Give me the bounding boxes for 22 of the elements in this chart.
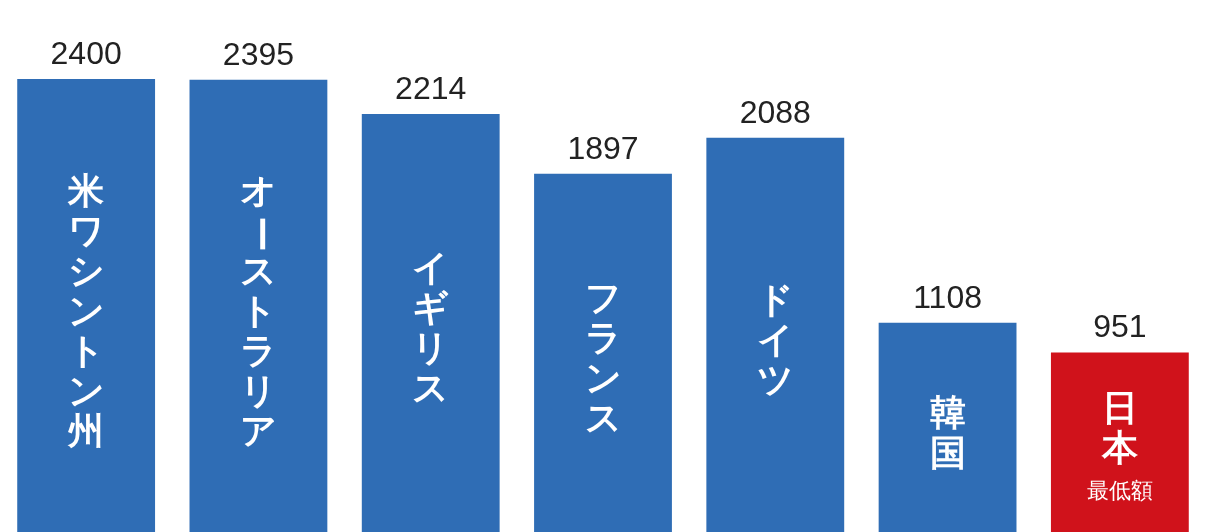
data-label: 2400 bbox=[50, 34, 122, 71]
x-tick-label: オーストラリア bbox=[239, 170, 283, 452]
bar bbox=[878, 322, 1017, 532]
data-label: 1108 bbox=[913, 278, 982, 315]
x-tick-label: 韓国 bbox=[929, 391, 966, 473]
bar bbox=[1050, 352, 1189, 532]
data-label: 1897 bbox=[567, 129, 639, 166]
bar bbox=[706, 137, 845, 532]
data-label: 2214 bbox=[395, 69, 467, 106]
x-tick-label: 米ワシントン州 bbox=[67, 169, 105, 451]
x-tick-label: フランス bbox=[584, 277, 622, 439]
annotation: 最低額 bbox=[1086, 477, 1153, 503]
x-tick-label: ドイツ bbox=[756, 279, 794, 401]
data-label: 2395 bbox=[222, 35, 295, 72]
x-tick-label: イギリス bbox=[412, 247, 450, 409]
bar bbox=[17, 78, 156, 532]
bar bbox=[361, 114, 500, 532]
data-label: 951 bbox=[1093, 308, 1147, 345]
x-tick-label: 日本 bbox=[1100, 386, 1138, 468]
bar bbox=[534, 173, 672, 532]
data-label: 2088 bbox=[739, 93, 811, 130]
bar bbox=[189, 79, 328, 532]
